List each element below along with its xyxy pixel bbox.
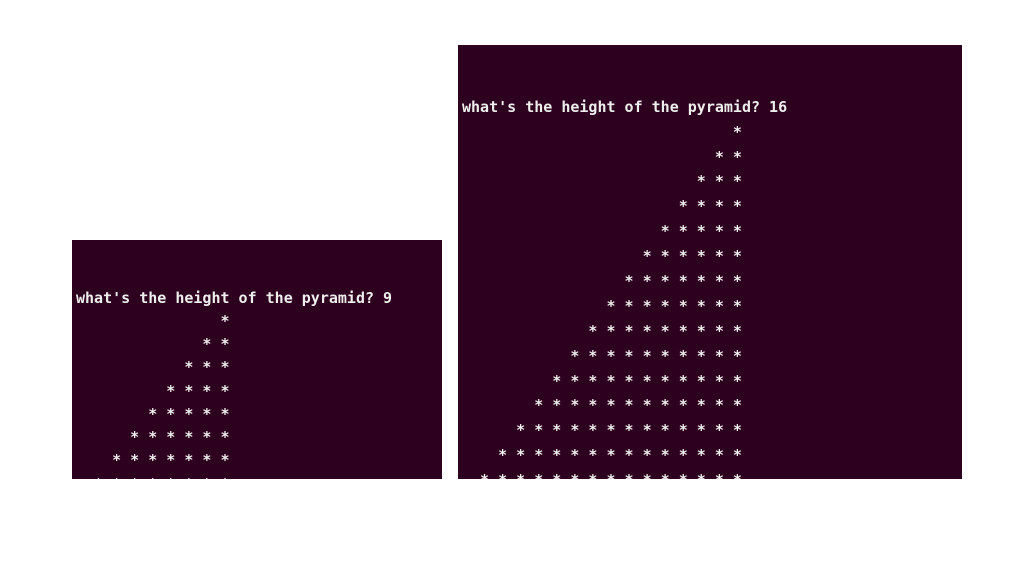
terminal-right-output: what's the height of the pyramid? 16 * *… [462,95,958,479]
terminal-right: what's the height of the pyramid? 16 * *… [458,45,962,479]
terminal-left-output: what's the height of the pyramid? 9 * * … [76,287,438,480]
terminal-left: what's the height of the pyramid? 9 * * … [72,240,442,479]
screenshot-stage: what's the height of the pyramid? 9 * * … [0,0,1024,563]
